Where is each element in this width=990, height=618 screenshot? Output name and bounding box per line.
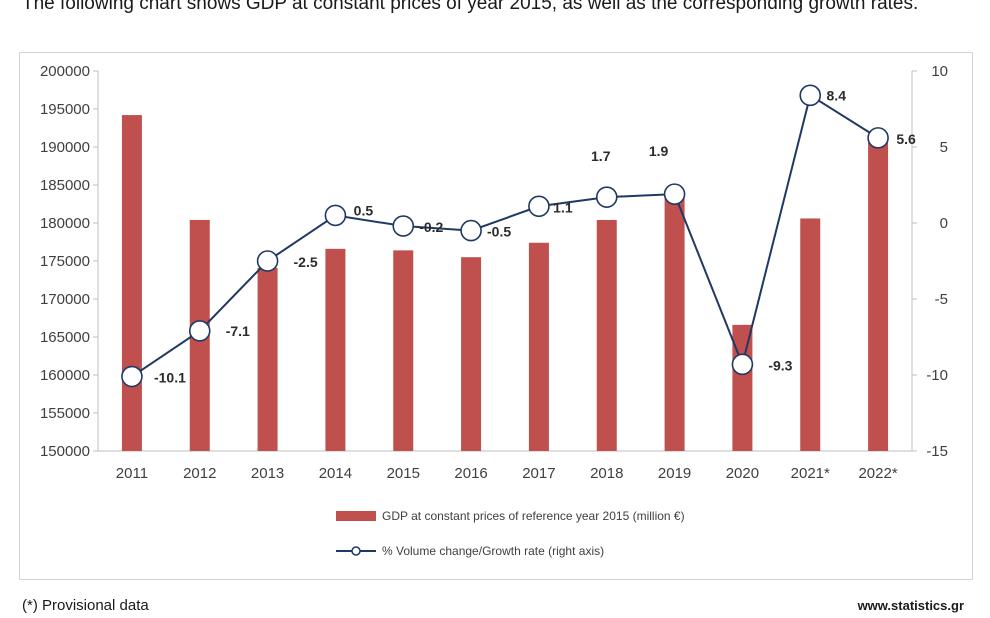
growth-rate-label: -0.2 xyxy=(419,219,443,235)
source-link[interactable]: www.statistics.gr xyxy=(857,598,964,613)
growth-rate-label: 8.4 xyxy=(827,87,847,103)
footnote: (*) Provisional data xyxy=(22,597,149,614)
growth-rate-label: -9.3 xyxy=(768,357,792,373)
x-tick-label: 2013 xyxy=(251,465,284,482)
gdp-bar xyxy=(121,115,142,451)
growth-rate-point xyxy=(460,219,482,242)
left-tick-label: 170000 xyxy=(40,291,90,308)
left-tick-label: 180000 xyxy=(40,215,90,232)
x-tick-label: 2014 xyxy=(319,465,352,482)
gdp-bar xyxy=(257,267,278,451)
legend-line-marker xyxy=(351,546,361,556)
left-tick-label: 155000 xyxy=(40,405,90,422)
x-tick-label: 2011 xyxy=(116,465,148,482)
x-tick-label: 2012 xyxy=(183,465,216,482)
x-tick-label: 2017 xyxy=(522,465,555,482)
gdp-chart: 150000 155000 160000 165000 170000 175000 1800… xyxy=(40,63,948,558)
left-tick-label: 150000 xyxy=(40,443,90,460)
x-tick-label: 2020 xyxy=(726,465,759,482)
gdp-bar xyxy=(868,142,889,451)
left-tick-label: 200000 xyxy=(40,63,90,80)
growth-rate-label: 0.5 xyxy=(354,202,374,218)
right-tick-label: -5 xyxy=(935,291,948,308)
growth-rate-point xyxy=(663,183,686,205)
right-tick-label: 5 xyxy=(940,139,948,156)
growth-rate-point xyxy=(256,250,279,272)
gdp-bar xyxy=(325,248,346,451)
growth-rate-point xyxy=(188,320,211,342)
gdp-bar xyxy=(596,219,617,451)
x-tick-label: 2018 xyxy=(590,465,623,482)
growth-rate-label: 5.6 xyxy=(896,131,916,147)
growth-rate-label: 1.7 xyxy=(591,148,611,164)
growth-rate-label: -2.5 xyxy=(294,254,318,270)
growth-rate-label: 1.9 xyxy=(649,143,669,159)
chart-frame: 150000 155000 160000 165000 170000 175000 1800… xyxy=(19,52,973,580)
left-tick-label: 185000 xyxy=(40,177,90,194)
growth-rate-point xyxy=(799,84,822,107)
x-tick-label: 2022* xyxy=(858,465,897,482)
x-tick-label: 2021* xyxy=(791,465,830,482)
left-tick-label: 195000 xyxy=(40,101,90,118)
growth-rate-point xyxy=(867,127,889,149)
growth-rate-point xyxy=(121,365,143,388)
right-tick-label: -15 xyxy=(926,443,948,460)
gdp-bar xyxy=(393,250,414,451)
growth-rate-label: -7.1 xyxy=(226,323,250,339)
left-tick-label: 175000 xyxy=(40,253,90,270)
legend-bar-swatch xyxy=(336,511,376,521)
gdp-bar xyxy=(664,197,685,451)
gdp-bar xyxy=(732,324,753,451)
growth-rate-point xyxy=(324,204,347,227)
growth-rate-label: -0.5 xyxy=(487,224,511,240)
left-tick-label: 165000 xyxy=(40,329,90,346)
x-tick-label: 2015 xyxy=(387,465,420,482)
gdp-bar xyxy=(528,242,549,451)
right-tick-label: 0 xyxy=(940,215,948,232)
growth-rate-label: -10.1 xyxy=(154,370,186,386)
right-tick-label: -10 xyxy=(926,367,948,384)
growth-rate-point xyxy=(392,215,415,237)
growth-rate-point xyxy=(731,353,754,376)
legend-bar-label: GDP at constant prices of reference year… xyxy=(382,509,685,523)
intro-text: The following chart shows GDP at constan… xyxy=(22,0,919,14)
growth-rate-point xyxy=(595,186,618,208)
left-tick-label: 190000 xyxy=(40,139,90,156)
gdp-bar xyxy=(461,257,482,451)
growth-rate-label: 1.1 xyxy=(553,199,573,215)
growth-rate-point xyxy=(528,195,550,218)
gdp-bar xyxy=(800,218,821,451)
right-tick-label: 10 xyxy=(931,63,948,80)
x-tick-label: 2016 xyxy=(454,465,487,482)
growth-rate-line xyxy=(131,93,879,378)
x-tick-label: 2019 xyxy=(658,465,691,482)
legend-line-label: % Volume change/Growth rate (right axis) xyxy=(382,544,604,558)
left-tick-label: 160000 xyxy=(40,367,90,384)
